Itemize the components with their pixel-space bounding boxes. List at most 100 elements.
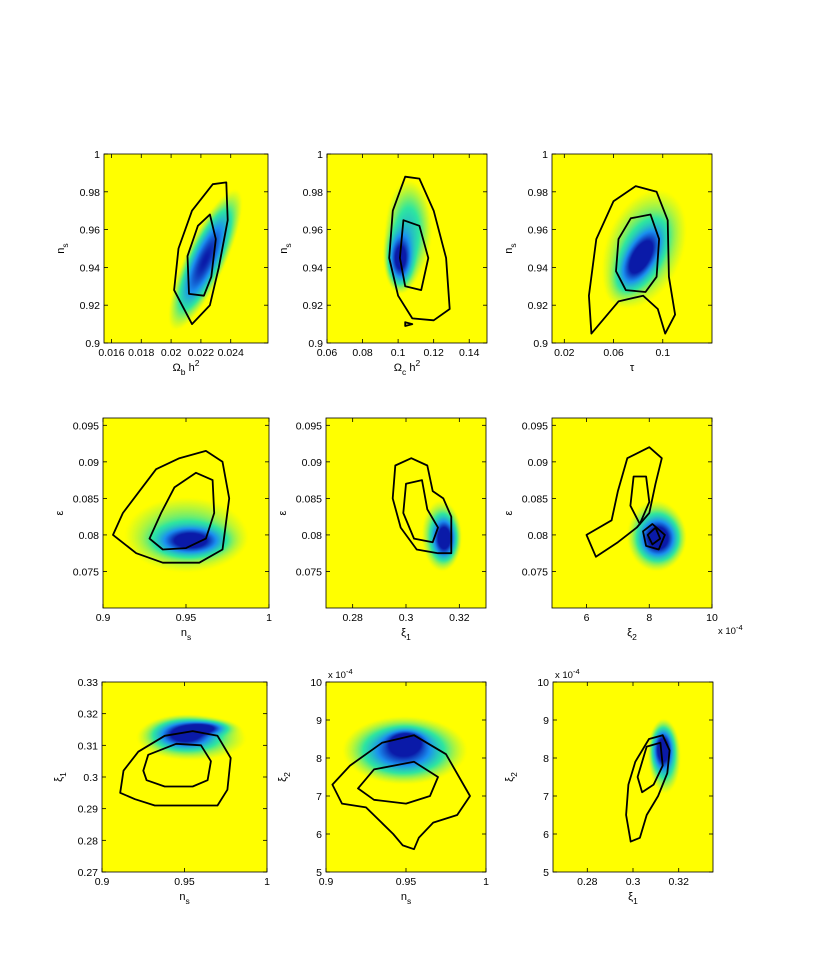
y-axis-label: ξ2 [504, 772, 519, 782]
y-tick-label: 0.085 [296, 493, 322, 505]
y-tick-label: 0.085 [73, 493, 99, 505]
y-tick-label: 0.92 [303, 300, 324, 312]
y-axis-label: ε [503, 510, 515, 515]
y-tick-label: 1 [94, 149, 100, 161]
y-axis-label: ξ1 [53, 772, 68, 782]
subplot-2: 0.06 0.08 0.1 0.12 0.14 0.9 0.92 0.94 0.96 0.98 1 Ω… [278, 149, 488, 377]
x-tick-label: 0.024 [218, 347, 244, 359]
y-tick-label: 5 [316, 867, 322, 879]
y-tick-label: 0.98 [80, 187, 101, 199]
x-axis-label: ξ1 [628, 891, 638, 906]
confidence-contour-2 [402, 479, 439, 544]
x-tick-label: 1 [483, 876, 489, 888]
y-axis-label: ξ2 [277, 772, 292, 782]
confidence-contour-2 [186, 213, 217, 297]
y-tick-label: 0.94 [303, 262, 324, 274]
y-axis-label: ns [503, 243, 518, 253]
y-tick-label: 10 [537, 677, 549, 689]
x-axis-label: ξ1 [401, 627, 411, 642]
subplot-8: 0.9 0.95 1 5 6 7 8 9 10 ns ξ2 x 10-4 [277, 667, 489, 906]
y-tick-label: 1 [542, 149, 548, 161]
y-tick-label: 5 [543, 867, 549, 879]
y-tick-label: 0.08 [528, 530, 549, 542]
y-tick-label: 0.33 [78, 677, 99, 689]
y-tick-label: 1 [317, 149, 323, 161]
x-tick-label: 1 [266, 612, 272, 624]
confidence-contour-4 [646, 526, 662, 546]
axis-exponent-label: x 10-4 [328, 667, 353, 681]
x-tick-label: 0.018 [128, 347, 154, 359]
confidence-contour-1 [112, 450, 231, 564]
y-tick-label: 0.94 [528, 262, 549, 274]
y-tick-label: 0.27 [78, 867, 99, 879]
confidence-contour-1 [331, 734, 471, 851]
y-tick-label: 0.09 [79, 457, 100, 469]
y-tick-label: 0.08 [79, 530, 100, 542]
density-heatmap [552, 154, 712, 343]
x-tick-label: 0.9 [96, 612, 111, 624]
x-tick-label: 0.9 [319, 876, 334, 888]
y-tick-label: 8 [543, 753, 549, 765]
y-tick-label: 0.28 [78, 835, 99, 847]
confidence-contour-2 [148, 471, 216, 551]
y-tick-label: 0.08 [302, 530, 323, 542]
x-tick-label: 10 [706, 612, 718, 624]
subplot-5: 0.28 0.3 0.32 0.075 0.08 0.085 0.09 0.095 ξ1 ε [277, 417, 487, 642]
confidence-contour-2 [629, 475, 651, 525]
x-tick-label: 0.06 [317, 347, 338, 359]
subplot-9: 0.28 0.3 0.32 5 6 7 8 9 10 ξ1 ξ2 x 10-4 [504, 667, 714, 906]
axes-frame [551, 417, 713, 609]
density-heatmap [104, 154, 268, 343]
y-tick-label: 8 [316, 753, 322, 765]
y-tick-label: 0.3 [83, 772, 98, 784]
density-heatmap [327, 154, 487, 343]
y-tick-label: 0.075 [296, 566, 322, 578]
y-tick-label: 7 [543, 791, 549, 803]
axes-frame [326, 153, 488, 344]
confidence-contour-1 [588, 185, 676, 335]
y-tick-label: 0.9 [533, 338, 548, 350]
y-tick-label: 0.92 [80, 300, 101, 312]
y-tick-label: 9 [316, 715, 322, 727]
x-axis-label: Ωc h2 [394, 358, 421, 377]
confidence-contour-3 [404, 321, 414, 327]
x-axis-label: ns [181, 627, 191, 642]
y-tick-label: 0.085 [522, 493, 548, 505]
y-tick-label: 0.98 [303, 187, 324, 199]
x-tick-label: 0.02 [161, 347, 182, 359]
y-tick-label: 0.92 [528, 300, 549, 312]
confidence-contour-2 [357, 760, 439, 805]
y-axis-label: ε [277, 510, 289, 515]
confidence-contour-3 [642, 523, 666, 551]
confidence-contour-1 [391, 457, 453, 555]
y-tick-label: 0.96 [528, 225, 549, 237]
density-heatmap [103, 418, 269, 608]
x-tick-label: 0.95 [176, 612, 197, 624]
axis-exponent-label: x 10-4 [555, 667, 580, 681]
x-tick-label: 0.32 [449, 612, 470, 624]
y-tick-label: 0.31 [78, 740, 99, 752]
subplot-4: 0.9 0.95 1 0.075 0.08 0.085 0.09 0.095 ns ε [54, 417, 272, 642]
x-tick-label: 0.06 [603, 347, 624, 359]
x-tick-label: 0.12 [423, 347, 444, 359]
confidence-contour-2 [399, 219, 430, 291]
x-tick-label: 0.28 [342, 612, 363, 624]
x-tick-label: 0.14 [459, 347, 480, 359]
density-heatmap [102, 682, 267, 872]
y-tick-label: 0.94 [80, 262, 101, 274]
x-tick-label: 8 [646, 612, 652, 624]
y-tick-label: 0.9 [85, 338, 100, 350]
y-tick-label: 10 [310, 677, 322, 689]
x-tick-label: 0.022 [188, 347, 214, 359]
x-axis-label: ns [401, 891, 411, 906]
axes-frame [551, 153, 713, 344]
x-tick-label: 0.28 [577, 876, 598, 888]
x-axis-label: Ωb h2 [173, 358, 200, 377]
x-tick-label: 0.3 [626, 876, 641, 888]
x-axis-label: ns [179, 891, 189, 906]
confidence-contour-1 [625, 734, 671, 843]
density-heatmap [326, 682, 486, 872]
subplot-6: 6 8 10 0.075 0.08 0.085 0.09 0.095 ξ2 ε x 10-4 [503, 417, 743, 642]
